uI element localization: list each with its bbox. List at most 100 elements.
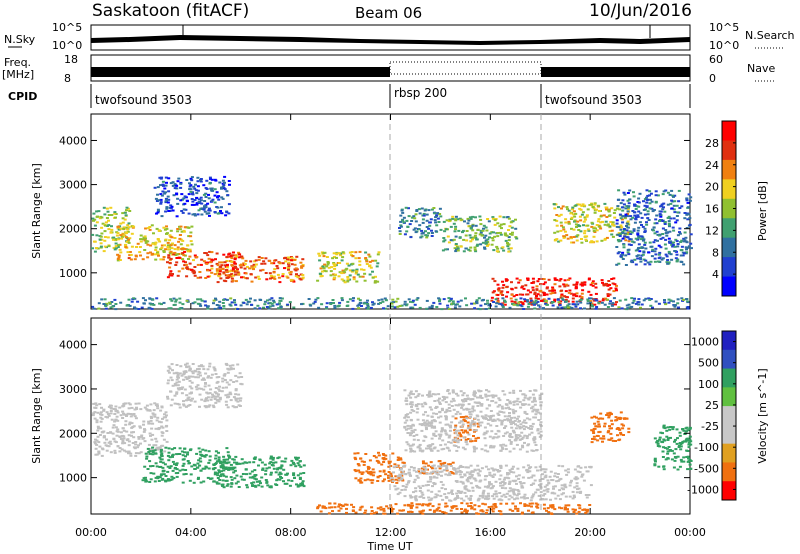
power-cell [338, 271, 342, 274]
velocity-cell [501, 447, 505, 450]
velocity-cell [491, 476, 495, 478]
power-cell [645, 206, 649, 209]
velocity-cell [415, 433, 419, 436]
power-cell [488, 236, 491, 239]
velocity-cell [190, 387, 194, 390]
power-cell [401, 219, 405, 222]
power-cell [608, 302, 612, 305]
power-cell [159, 184, 162, 187]
power-cell [603, 202, 607, 205]
power-cell [596, 220, 600, 223]
velocity-cell [500, 411, 504, 413]
velocity-cell [181, 481, 185, 484]
velocity-cell [467, 497, 471, 500]
power-cell [110, 225, 113, 228]
velocity-cell [525, 437, 529, 440]
power-cell [469, 246, 473, 249]
velocity-cell [295, 483, 298, 486]
power-cell [558, 285, 562, 288]
power-cell [430, 306, 434, 309]
velocity-cell [412, 410, 416, 413]
power-cell [381, 300, 385, 303]
velocity-cell [619, 433, 623, 436]
velocity-cell [407, 394, 411, 397]
power-cell [112, 236, 116, 239]
power-cell [463, 220, 466, 223]
velocity-cell [260, 461, 264, 464]
power-cell [667, 250, 671, 253]
power-cell [438, 207, 442, 210]
power-cell [510, 300, 514, 303]
velocity-cell [466, 431, 470, 434]
power-cell [673, 305, 677, 308]
velocity-cell [500, 423, 504, 426]
power-cell [506, 243, 510, 246]
power-cell [526, 277, 530, 280]
velocity-cell [434, 435, 438, 437]
power-cell [354, 257, 358, 260]
power-cell [676, 245, 680, 248]
velocity-cell [276, 478, 280, 481]
velocity-cell [121, 434, 125, 437]
velocity-cell [473, 424, 476, 427]
power-cell [186, 244, 190, 247]
velocity-cell [590, 429, 594, 432]
power-cell [124, 236, 128, 239]
velocity-cell [464, 495, 468, 498]
power-cell [678, 232, 682, 235]
power-cell [193, 199, 197, 201]
power-cell [607, 209, 611, 212]
power-cell [564, 298, 568, 301]
power-cell [172, 194, 176, 197]
power-cell [182, 208, 186, 211]
power-cell [465, 230, 469, 232]
velocity-cell [170, 363, 174, 366]
power-cell [126, 207, 130, 210]
power-cell [191, 270, 195, 273]
velocity-cell [484, 395, 488, 398]
velocity-cell [422, 439, 426, 442]
velocity-cell [490, 430, 494, 433]
velocity-cell [607, 416, 611, 419]
velocity-cell [426, 484, 430, 486]
power-cell [507, 229, 510, 231]
velocity-cell [458, 412, 462, 415]
velocity-cell [279, 467, 283, 470]
velocity-cell [133, 415, 137, 418]
power-cell [287, 262, 290, 265]
power-cell [272, 299, 276, 302]
velocity-cell [467, 403, 471, 406]
power-cell [399, 214, 403, 217]
velocity-cell [218, 389, 222, 392]
power-cell [563, 279, 567, 282]
power-cell [516, 304, 520, 307]
velocity-cell [214, 392, 218, 395]
velocity-cell [507, 406, 510, 409]
power-cell [593, 303, 597, 306]
power-cell [373, 280, 377, 283]
velocity-cell [359, 477, 363, 480]
power-cell [209, 187, 213, 190]
velocity-cell [421, 484, 425, 487]
velocity-cell [416, 394, 420, 397]
power-cell [205, 212, 209, 215]
power-cell [658, 251, 662, 254]
power-cell [228, 260, 232, 263]
velocity-cell [232, 467, 235, 470]
velocity-cell [503, 482, 507, 484]
power-cell [605, 208, 608, 211]
power-cell [224, 214, 228, 217]
power-cell [686, 307, 690, 310]
velocity-cell [553, 492, 557, 495]
velocity-cell [485, 417, 488, 420]
power-cell [649, 298, 653, 300]
power-cell [514, 236, 518, 239]
velocity-cell [265, 481, 269, 484]
power-cell [351, 299, 355, 302]
power-cell [435, 214, 439, 217]
velocity-cell [433, 426, 437, 429]
power-cell [371, 276, 375, 279]
velocity-cell [151, 446, 155, 449]
power-cell [678, 231, 681, 234]
velocity-cell [378, 470, 382, 473]
